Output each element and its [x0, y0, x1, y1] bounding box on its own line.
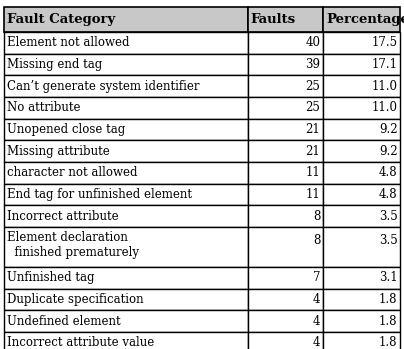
Bar: [323, 267, 400, 289]
Text: 17.5: 17.5: [371, 36, 398, 50]
Bar: [323, 119, 400, 140]
Bar: [248, 32, 323, 54]
Bar: [248, 310, 323, 332]
Bar: [4, 75, 248, 97]
Text: Percentage: Percentage: [326, 13, 404, 26]
Bar: [4, 97, 248, 119]
Text: End tag for unfinished element: End tag for unfinished element: [7, 188, 192, 201]
Bar: [4, 140, 248, 162]
Bar: [248, 205, 323, 227]
Text: 3.5: 3.5: [379, 235, 398, 247]
Bar: [323, 205, 400, 227]
Bar: [323, 184, 400, 205]
Bar: [323, 97, 400, 119]
Text: Faults: Faults: [251, 13, 296, 26]
Text: 11: 11: [305, 166, 320, 179]
Text: 4: 4: [313, 293, 320, 306]
Bar: [4, 32, 248, 54]
Bar: [248, 119, 323, 140]
Bar: [4, 289, 248, 310]
Bar: [4, 310, 248, 332]
Bar: [323, 227, 400, 267]
Bar: [4, 7, 248, 32]
Bar: [323, 310, 400, 332]
Bar: [248, 267, 323, 289]
Bar: [4, 205, 248, 227]
Bar: [4, 119, 248, 140]
Bar: [248, 97, 323, 119]
Text: 21: 21: [305, 144, 320, 158]
Text: 25: 25: [305, 80, 320, 93]
Text: 3.1: 3.1: [379, 271, 398, 284]
Text: 4.8: 4.8: [379, 188, 398, 201]
Text: 17.1: 17.1: [372, 58, 398, 71]
Bar: [323, 54, 400, 75]
Text: 11.0: 11.0: [372, 101, 398, 114]
Text: 3.5: 3.5: [379, 209, 398, 223]
Bar: [248, 184, 323, 205]
Text: Incorrect attribute: Incorrect attribute: [7, 209, 119, 223]
Text: No attribute: No attribute: [7, 101, 81, 114]
Bar: [248, 7, 323, 32]
Bar: [323, 140, 400, 162]
Bar: [248, 54, 323, 75]
Text: Element declaration
  finished prematurely: Element declaration finished prematurely: [7, 231, 139, 259]
Bar: [248, 289, 323, 310]
Text: 11.0: 11.0: [372, 80, 398, 93]
Text: character not allowed: character not allowed: [7, 166, 138, 179]
Text: Element not allowed: Element not allowed: [7, 36, 130, 50]
Text: 9.2: 9.2: [379, 144, 398, 158]
Text: 4.8: 4.8: [379, 166, 398, 179]
Text: Missing end tag: Missing end tag: [7, 58, 103, 71]
Text: 1.8: 1.8: [379, 293, 398, 306]
Text: 21: 21: [305, 123, 320, 136]
Text: 4: 4: [313, 336, 320, 349]
Bar: [323, 32, 400, 54]
Text: 1.8: 1.8: [379, 336, 398, 349]
Bar: [323, 7, 400, 32]
Bar: [248, 332, 323, 349]
Text: 9.2: 9.2: [379, 123, 398, 136]
Bar: [4, 267, 248, 289]
Bar: [248, 227, 323, 267]
Text: Incorrect attribute value: Incorrect attribute value: [7, 336, 154, 349]
Text: 39: 39: [305, 58, 320, 71]
Bar: [248, 140, 323, 162]
Bar: [248, 75, 323, 97]
Bar: [4, 332, 248, 349]
Bar: [323, 289, 400, 310]
Text: 11: 11: [305, 188, 320, 201]
Bar: [4, 227, 248, 267]
Bar: [323, 162, 400, 184]
Text: 7: 7: [313, 271, 320, 284]
Text: Can’t generate system identifier: Can’t generate system identifier: [7, 80, 200, 93]
Text: 8: 8: [313, 235, 320, 247]
Text: Unfinished tag: Unfinished tag: [7, 271, 95, 284]
Bar: [4, 162, 248, 184]
Text: Missing attribute: Missing attribute: [7, 144, 110, 158]
Bar: [4, 184, 248, 205]
Text: Fault Category: Fault Category: [7, 13, 116, 26]
Text: Undefined element: Undefined element: [7, 314, 121, 328]
Bar: [323, 332, 400, 349]
Text: 1.8: 1.8: [379, 314, 398, 328]
Text: Unopened close tag: Unopened close tag: [7, 123, 126, 136]
Text: Duplicate specification: Duplicate specification: [7, 293, 144, 306]
Bar: [4, 54, 248, 75]
Bar: [248, 162, 323, 184]
Text: 25: 25: [305, 101, 320, 114]
Text: 8: 8: [313, 209, 320, 223]
Text: 40: 40: [305, 36, 320, 50]
Bar: [323, 75, 400, 97]
Text: 4: 4: [313, 314, 320, 328]
